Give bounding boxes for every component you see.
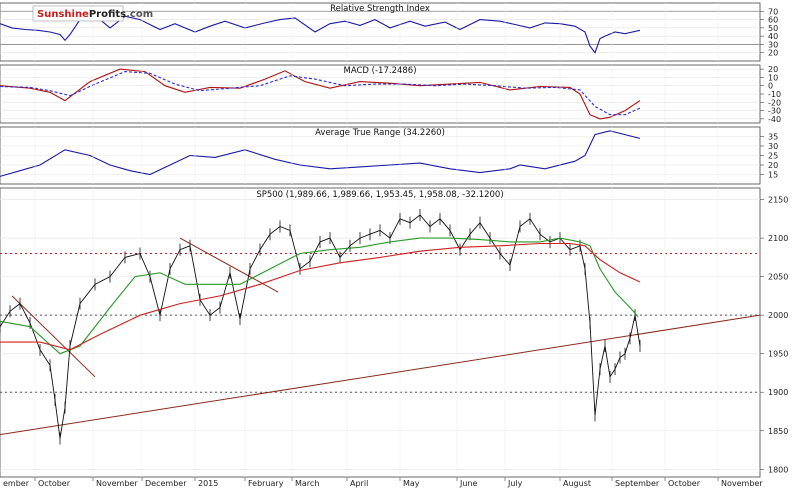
xtick-label-1: October — [38, 479, 71, 488]
series-line-1-0 — [0, 68, 641, 120]
ytick-label-1-5: 10 — [768, 73, 778, 82]
macd-title: MACD (-17.2486) — [343, 66, 416, 76]
ytick-label-1-0: -40 — [768, 115, 781, 124]
ytick-label-2-2: 25 — [768, 152, 778, 161]
xtick-label-3: December — [145, 479, 187, 488]
ytick-label-3-6: 2100 — [768, 234, 788, 243]
logo-text-b: Profits — [89, 9, 126, 20]
ytick-label-3-4: 2000 — [768, 311, 788, 320]
ytick-label-1-3: -10 — [768, 90, 781, 99]
rsi-title: Relative Strength Index — [330, 4, 430, 14]
ytick-label-0-2: 40 — [768, 32, 778, 41]
ytick-label-3-7: 2150 — [768, 196, 788, 205]
xtick-label-9: June — [459, 479, 478, 488]
sp500-title: SP500 (1,989.66, 1,989.66, 1,953.45, 1,9… — [256, 190, 503, 200]
xtick-label-12: September — [615, 479, 660, 488]
ytick-label-1-6: 20 — [768, 65, 778, 74]
series-line-1-1 — [0, 71, 641, 116]
trend-line-2 — [179, 237, 279, 293]
svg-text:SunshineProfits.com: SunshineProfits.com — [37, 9, 153, 20]
panel-3: 1800 1850 1900 1950 2000 2050 2100 2150 ember Oct… — [0, 188, 788, 488]
xtick-label-10: July — [507, 479, 523, 488]
ytick-label-2-3: 30 — [768, 142, 778, 151]
xtick-label-14: November — [721, 479, 763, 488]
ytick-label-3-2: 1900 — [768, 388, 788, 397]
ytick-label-0-0: 20 — [768, 49, 778, 58]
series-line-0-0 — [0, 14, 641, 54]
trend-line-0 — [0, 314, 761, 436]
atr-title: Average True Range (34.2260) — [315, 128, 445, 138]
ytick-label-2-0: 15 — [768, 171, 778, 180]
ytick-label-1-4: 0 — [768, 82, 773, 91]
sunshine-profits-logo: SunshineProfits.com — [32, 5, 153, 22]
xtick-label-0: ember — [3, 479, 30, 488]
trend-line-1 — [11, 295, 96, 378]
ytick-label-3-0: 1800 — [768, 465, 788, 474]
ytick-label-2-1: 20 — [768, 161, 778, 170]
series-line-2-0 — [0, 130, 641, 177]
logo-text-c: .com — [126, 9, 153, 20]
ytick-label-3-3: 1950 — [768, 350, 788, 359]
logo-text-a: Sunshine — [37, 9, 89, 20]
ytick-label-0-5: 70 — [768, 7, 778, 16]
xtick-label-11: August — [563, 479, 591, 488]
xtick-label-5: February — [248, 479, 284, 488]
xtick-label-2: November — [96, 479, 138, 488]
ytick-label-1-1: -30 — [768, 107, 781, 116]
xtick-label-7: April — [350, 479, 368, 488]
ytick-label-3-1: 1850 — [768, 427, 788, 436]
ytick-label-3-5: 2050 — [768, 273, 788, 282]
ytick-label-2-4: 35 — [768, 133, 778, 142]
ytick-label-0-4: 60 — [768, 16, 778, 25]
xtick-label-4: 2015 — [198, 479, 218, 488]
xtick-label-13: October — [668, 479, 701, 488]
xtick-label-8: May — [403, 479, 420, 488]
ytick-label-0-3: 50 — [768, 24, 778, 33]
series-line-3-2 — [0, 242, 641, 351]
series-line-3-1 — [0, 237, 639, 355]
ytick-label-0-1: 30 — [768, 40, 778, 49]
ytick-label-1-2: -20 — [768, 98, 781, 107]
xtick-label-6: March — [295, 479, 319, 488]
